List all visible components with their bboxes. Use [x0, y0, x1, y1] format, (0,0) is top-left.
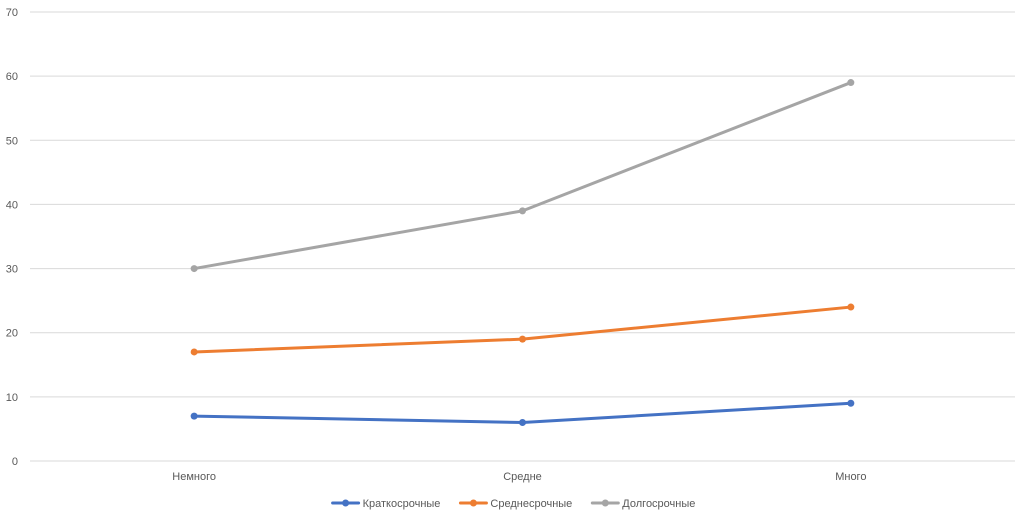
series-1 — [190, 399, 855, 427]
data-point — [847, 303, 855, 311]
gridlines — [30, 11, 1015, 462]
y-tick-label: 40 — [6, 199, 18, 211]
legend-item: Долгосрочные — [590, 498, 695, 510]
y-tick-label: 0 — [12, 456, 18, 468]
x-tick-label: Немного — [172, 471, 216, 483]
y-axis-tick-labels: 0 10 20 30 40 50 60 70 — [6, 7, 18, 468]
y-tick-label: 20 — [6, 328, 18, 340]
series-line — [192, 305, 853, 354]
legend: Краткосрочные Среднесрочные Долгосрочные — [331, 498, 695, 510]
legend-item: Краткосрочные — [331, 498, 441, 510]
x-axis-tick-labels: Немного Средне Много — [172, 471, 866, 483]
x-tick-label: Много — [835, 471, 866, 483]
legend-item: Среднесрочные — [458, 498, 572, 510]
data-point — [847, 79, 855, 87]
legend-label: Долгосрочные — [622, 498, 695, 510]
legend-swatch-marker — [469, 499, 477, 507]
data-point — [519, 419, 526, 427]
legend-label: Среднесрочные — [490, 498, 572, 510]
legend-swatch-marker — [342, 499, 350, 507]
legend-label: Краткосрочные — [363, 498, 441, 510]
data-point — [519, 335, 526, 343]
series-line — [192, 81, 853, 271]
legend-swatch-marker — [601, 499, 609, 507]
data-point — [190, 348, 198, 356]
x-tick-label: Средне — [503, 471, 542, 483]
series-layer — [190, 79, 855, 427]
series-3 — [190, 79, 855, 273]
data-point — [190, 412, 198, 420]
series-2 — [190, 303, 855, 356]
y-tick-label: 10 — [6, 392, 18, 404]
y-tick-label: 60 — [6, 71, 18, 83]
y-tick-label: 70 — [6, 7, 18, 19]
data-point — [847, 399, 855, 407]
y-tick-label: 30 — [6, 264, 18, 276]
data-point — [190, 265, 198, 273]
y-tick-label: 50 — [6, 135, 18, 147]
data-point — [519, 207, 526, 215]
